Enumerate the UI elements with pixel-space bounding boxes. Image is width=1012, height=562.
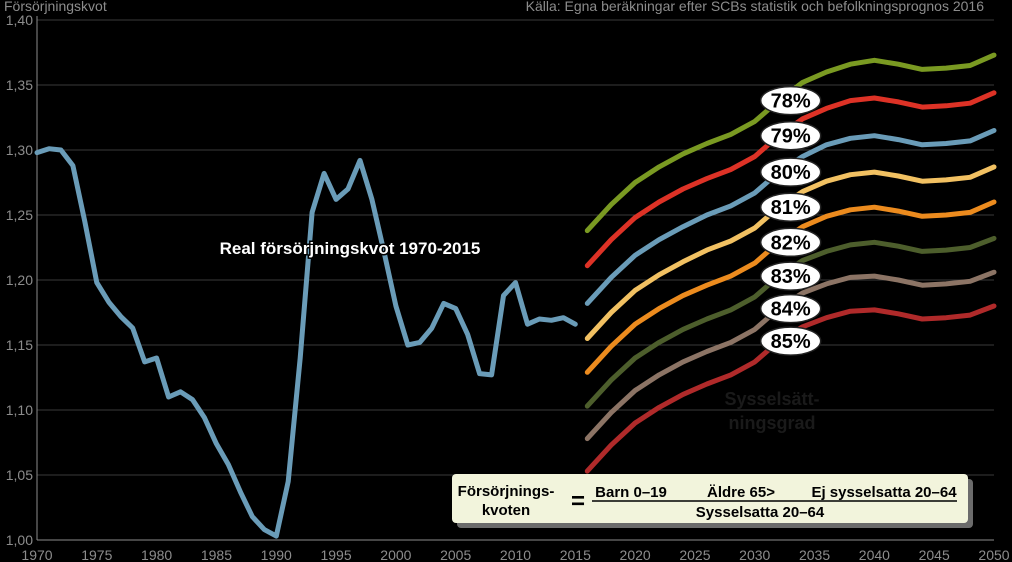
y-tick-label: 1,20	[6, 272, 33, 288]
grid-lines	[37, 19, 994, 541]
series-label-bubble	[759, 261, 822, 291]
series-label-bubble	[759, 157, 822, 187]
y-tick-label: 1,10	[6, 402, 33, 418]
y-tick-label: 1,00	[6, 532, 33, 548]
x-tick-label: 2000	[380, 547, 411, 562]
series-label: 78%	[771, 91, 811, 113]
formula-lhs-line1: Försörjnings-	[458, 483, 555, 500]
formula-box: Försörjnings- kvoten = Barn 0–19 Äldre 6…	[452, 474, 973, 528]
y-tick-label: 1,25	[6, 207, 33, 223]
series-labels: 78% 79% 80% 81% 82% 83% 84% 85%	[759, 85, 822, 356]
series-label: 80%	[771, 162, 811, 184]
formula-box-panel	[452, 474, 968, 523]
historical-series-label: Real försörjningskvot 1970-2015	[220, 239, 481, 258]
formula-lhs-line2: kvoten	[482, 502, 530, 519]
formula-numerator-elderly: Äldre 65>	[707, 484, 775, 501]
y-tick-label: 1,40	[6, 12, 33, 28]
series-label: 83%	[771, 266, 811, 288]
series-label-bubble	[759, 227, 822, 258]
x-tick-label: 1995	[320, 547, 351, 562]
series-lines	[34, 52, 997, 539]
series-label-bubble	[759, 293, 822, 324]
series-label: 82%	[771, 232, 811, 254]
x-tick-label: 2045	[919, 547, 950, 562]
y-tick-label: 1,30	[6, 142, 33, 158]
x-tick-label: 2010	[500, 547, 531, 562]
x-tick-label: 2005	[440, 547, 471, 562]
x-tick-label: 2020	[620, 547, 651, 562]
y-axis-title: Försörjningskvot	[4, 0, 107, 14]
series-label: 79%	[771, 126, 811, 148]
source-note: Källa: Egna beräkningar efter SCBs stati…	[526, 0, 985, 14]
y-tick-label: 1,15	[6, 337, 33, 353]
x-tick-label: 2015	[560, 547, 591, 562]
y-tick-label: 1,35	[6, 77, 33, 93]
series-label-bubble	[759, 120, 822, 151]
formula-equals-sign: =	[571, 488, 585, 515]
y-tick-label: 1,05	[6, 467, 33, 483]
historical-series-line	[34, 146, 578, 539]
series-label-bubble	[759, 326, 822, 356]
formula-denominator: Sysselsatta 20–64	[696, 504, 825, 521]
series-label: 85%	[771, 331, 811, 353]
x-tick-label: 1985	[201, 547, 232, 562]
x-tick-label: 2050	[978, 547, 1009, 562]
employment-rate-note-line2: ningsgrad	[728, 413, 815, 433]
formula-numerator-children: Barn 0–19	[595, 484, 667, 501]
x-tick-label: 2025	[679, 547, 710, 562]
axes: 1,00 1,05 1,10 1,15 1,20 1,25 1,30 1,35 1,40 1970…	[6, 12, 1010, 562]
x-tick-label: 2040	[859, 547, 890, 562]
x-tick-label: 2030	[739, 547, 770, 562]
series-label-bubble	[759, 85, 822, 116]
x-tick-label: 1980	[141, 547, 172, 562]
series-label: 84%	[771, 299, 811, 321]
x-tick-label: 2035	[799, 547, 830, 562]
formula-numerator-unemployed: Ej sysselsatta 20–64	[811, 484, 957, 501]
x-tick-label: 1975	[81, 547, 112, 562]
series-label-bubble	[759, 192, 822, 222]
x-tick-label: 1970	[21, 547, 52, 562]
x-tick-label: 1990	[261, 547, 292, 562]
employment-rate-note-line1: Sysselsätt-	[724, 389, 819, 409]
series-label: 81%	[771, 197, 811, 219]
